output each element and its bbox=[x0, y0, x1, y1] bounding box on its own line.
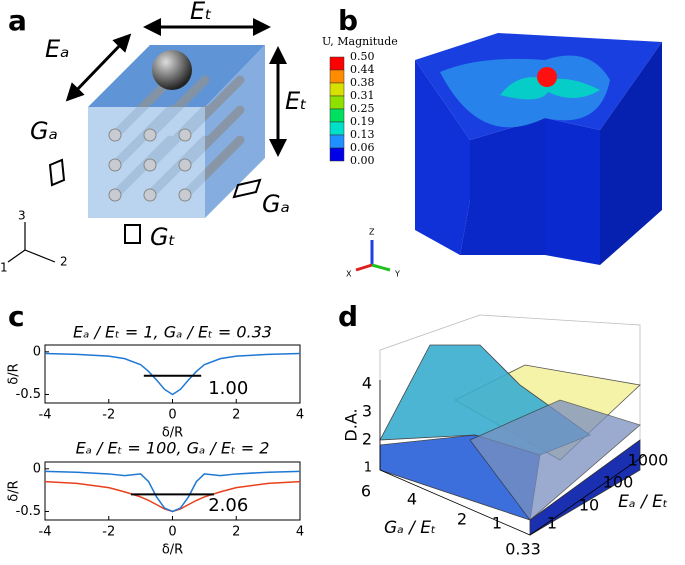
chart-title: Eₐ / Eₜ = 100, Gₐ / Eₜ = 2 bbox=[76, 439, 270, 458]
x-tick-label: -2 bbox=[102, 525, 115, 540]
legend-swatch bbox=[329, 69, 345, 84]
z-tick-label: 1 bbox=[364, 461, 372, 476]
e-tick-label: 1000 bbox=[628, 451, 669, 470]
legend-title: U, Magnitude bbox=[322, 35, 398, 48]
shear-icons bbox=[48, 158, 262, 244]
x-tick-label: -2 bbox=[102, 408, 115, 423]
annotation: 1.00 bbox=[208, 378, 248, 399]
g-tick-label: 6 bbox=[361, 482, 371, 501]
x-tick-label: 0 bbox=[168, 408, 176, 423]
legend-swatch bbox=[329, 121, 345, 136]
z-tick-label: 4 bbox=[362, 374, 372, 393]
y-tick-label: -0.5 bbox=[16, 387, 41, 402]
x-axis-label: δ/R bbox=[162, 426, 183, 441]
y-axis-label: δ/R bbox=[7, 480, 22, 501]
x-tick-label: -4 bbox=[39, 525, 52, 540]
triad-label: Y bbox=[394, 270, 400, 279]
fe-model bbox=[415, 33, 662, 265]
data-line bbox=[44, 480, 301, 513]
legend-label: 0.19 bbox=[350, 115, 375, 128]
shear-label: Gₜ bbox=[150, 223, 176, 251]
legend: 0.500.440.380.310.250.190.130.060.00 bbox=[329, 50, 375, 167]
panel-label: d bbox=[338, 300, 358, 333]
shear-label: Gₐ bbox=[30, 117, 58, 145]
y-tick-label: 0 bbox=[33, 461, 41, 476]
axis-label: 3 bbox=[18, 209, 26, 223]
data-line bbox=[44, 470, 301, 513]
axis-label: 2 bbox=[60, 255, 68, 269]
z-tick-label: 3 bbox=[362, 402, 372, 421]
legend-label: 0.06 bbox=[350, 141, 375, 154]
e-tick-label: 10 bbox=[579, 496, 599, 515]
e-tick-label: 1 bbox=[547, 514, 557, 533]
triad-label: X bbox=[346, 270, 352, 279]
legend-swatch bbox=[329, 95, 345, 110]
legend-label: 0.50 bbox=[350, 50, 375, 63]
z-label: D.A. bbox=[342, 408, 361, 441]
cube bbox=[88, 45, 265, 218]
y-axis-label: δ/R bbox=[7, 363, 22, 384]
g-tick-label: 4 bbox=[407, 490, 417, 509]
e-label: Eₐ / Eₜ bbox=[618, 492, 668, 512]
arrow-label: Eₐ bbox=[45, 35, 70, 63]
arrow-label: Eₜ bbox=[190, 0, 212, 25]
g-tick-label: 0.33 bbox=[505, 540, 541, 559]
arrows bbox=[65, 18, 287, 157]
legend-label: 0.31 bbox=[350, 89, 375, 102]
chart-title: Eₐ / Eₜ = 1, Gₐ / Eₜ = 0.33 bbox=[73, 323, 272, 342]
legend-label: 0.13 bbox=[350, 128, 375, 141]
panel-label: a bbox=[8, 4, 27, 37]
x-axis-label: δ/R bbox=[162, 543, 183, 558]
x-tick-label: 2 bbox=[232, 408, 240, 423]
annotation: 2.06 bbox=[208, 495, 248, 516]
g-label: Gₐ / Eₜ bbox=[384, 518, 436, 538]
panel-label: c bbox=[8, 300, 25, 333]
x-tick-label: 4 bbox=[296, 408, 304, 423]
arrow-label: Eₜ bbox=[285, 87, 307, 115]
legend-label: 0.44 bbox=[350, 63, 375, 76]
legend-swatch bbox=[329, 134, 345, 149]
surface-plot bbox=[379, 314, 646, 536]
y-tick-label: -0.5 bbox=[16, 504, 41, 519]
axis-label: 1 bbox=[0, 261, 8, 275]
x-tick-label: 0 bbox=[168, 525, 176, 540]
x-tick-label: 4 bbox=[296, 525, 304, 540]
data-line bbox=[44, 352, 301, 396]
triad bbox=[355, 240, 391, 272]
e-tick-label: 100 bbox=[603, 473, 634, 492]
legend-label: 0.25 bbox=[350, 102, 375, 115]
legend-label: 0.00 bbox=[350, 154, 375, 167]
axes-triad bbox=[7, 222, 56, 263]
g-tick-label: 2 bbox=[457, 510, 467, 529]
legend-swatch bbox=[329, 147, 345, 162]
shear-label: Gₐ bbox=[262, 190, 290, 218]
g-tick-label: 1 bbox=[492, 514, 502, 533]
legend-swatch bbox=[329, 108, 345, 123]
legend-label: 0.38 bbox=[350, 76, 375, 89]
x-tick-label: -4 bbox=[39, 408, 52, 423]
triad-label: Z bbox=[369, 228, 375, 237]
legend-swatch bbox=[329, 56, 345, 71]
legend-swatch bbox=[329, 82, 345, 97]
y-tick-label: 0 bbox=[33, 344, 41, 359]
x-tick-label: 2 bbox=[232, 525, 240, 540]
z-tick-label: 2 bbox=[362, 430, 372, 449]
panel-label: b bbox=[338, 4, 358, 37]
